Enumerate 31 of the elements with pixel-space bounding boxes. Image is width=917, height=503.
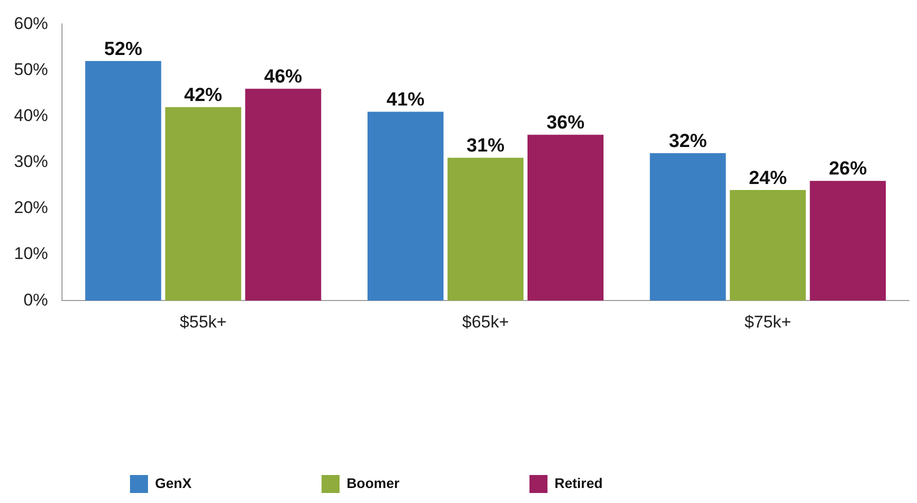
data-label: 41%: [386, 89, 425, 110]
data-label: 31%: [466, 136, 505, 157]
bar: [810, 180, 886, 301]
bar: [528, 134, 604, 301]
y-tick-label: 0%: [23, 290, 48, 310]
x-tick-label: $65k+: [462, 312, 509, 332]
legend-label: Boomer: [346, 474, 400, 491]
legend-label: Retired: [554, 474, 603, 491]
bar: [165, 107, 242, 301]
y-tick-label: 40%: [14, 106, 48, 126]
legend-label: GenX: [155, 474, 192, 491]
data-label: 26%: [828, 158, 867, 180]
bar: [448, 158, 524, 301]
data-label: 52%: [104, 38, 142, 60]
data-label: 32%: [668, 130, 707, 152]
data-label: 36%: [546, 112, 585, 134]
data-label: 24%: [748, 168, 787, 189]
y-tick-label: 60%: [14, 14, 48, 33]
y-tick-label: 20%: [14, 198, 48, 218]
bar: [245, 88, 322, 301]
x-tick-label: $55k+: [180, 312, 227, 332]
data-label: 46%: [264, 66, 302, 88]
bar: [730, 190, 806, 301]
bar: [85, 61, 162, 301]
bar: [368, 112, 444, 301]
bar: [650, 153, 726, 301]
y-tick-label: 50%: [14, 60, 48, 79]
x-tick-label: $75k+: [744, 312, 792, 332]
data-label: 42%: [184, 84, 222, 106]
y-tick-label: 10%: [14, 244, 48, 264]
y-tick-label: 30%: [14, 152, 48, 172]
